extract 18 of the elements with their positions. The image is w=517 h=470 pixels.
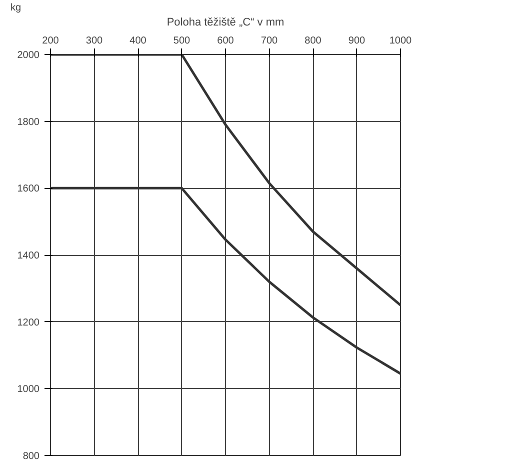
y-tick-label: 2000: [17, 50, 40, 61]
x-tick-label: 1000: [389, 36, 412, 46]
y-tick-label: 1800: [17, 116, 40, 128]
x-tick-label: 400: [130, 36, 147, 46]
y-tick-label: 1000: [17, 384, 40, 396]
y-tick-label: 1400: [17, 250, 40, 262]
y-tick-label: 1600: [17, 184, 40, 195]
x-tick-label: 300: [86, 36, 104, 46]
y-tick-label: 1200: [17, 317, 40, 328]
x-tick-label: 800: [304, 36, 322, 46]
x-axis-title: Poloha těžiště „C“ v mm: [166, 16, 284, 28]
x-tick-label: 500: [173, 36, 191, 46]
y-axis-title: kg: [10, 2, 22, 14]
y-tick-label: 800: [22, 451, 40, 462]
x-tick-label: 600: [217, 36, 234, 46]
x-tick-label: 900: [348, 36, 366, 46]
x-tick-label: 200: [42, 36, 60, 46]
x-tick-label: 700: [260, 36, 278, 46]
